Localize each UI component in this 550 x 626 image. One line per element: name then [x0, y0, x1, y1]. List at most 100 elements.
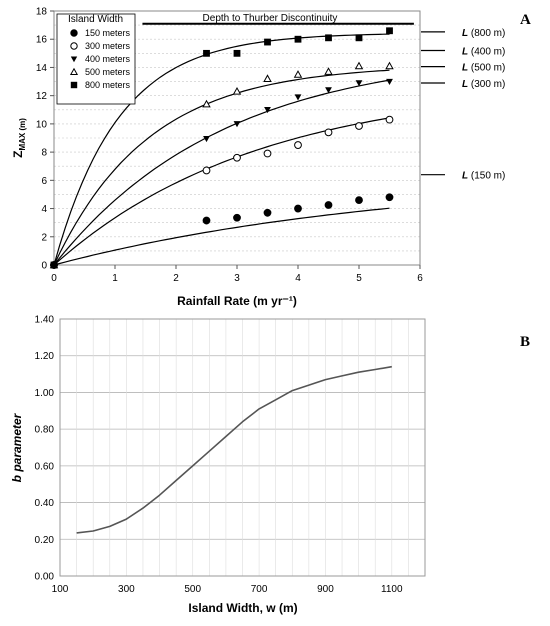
panel-b-y-tick-label: 1.00: [35, 388, 55, 399]
panel-a-data-points: [49, 27, 394, 269]
legend-marker: [70, 42, 78, 50]
panel-a-x-tick-label: 5: [356, 273, 362, 284]
panel-a-x-tick-label: 2: [173, 273, 179, 284]
fit-curve-500-meters: [53, 69, 390, 266]
limit-label-width: (500 m): [468, 63, 505, 74]
panel-b-y-tick-label: 0.40: [35, 498, 55, 509]
data-point-300-meters: [294, 141, 302, 149]
data-point-400-meters: [325, 87, 332, 94]
data-point-150-meters: [202, 216, 211, 225]
fit-curve-400-meters: [53, 79, 390, 266]
panel-a-y-tick-label: 14: [36, 63, 48, 74]
data-point-500-meters: [263, 74, 272, 82]
panel-b-plot-frame: [59, 318, 426, 577]
panel-b-y-tick-label: 0.00: [35, 572, 55, 583]
data-point-400-meters: [294, 94, 302, 101]
data-point-300-meters: [202, 166, 211, 175]
panel-a-y-tick-label: 6: [41, 176, 47, 187]
data-point-500-meters: [354, 61, 364, 70]
b-parameter-line: [76, 365, 392, 534]
panel-b-y-tick-label: 0.20: [35, 535, 55, 546]
data-point-800-meters: [233, 49, 241, 57]
data-point-500-meters: [202, 99, 211, 108]
panel-b-ticks: 100 300 500 700 900 1100 0.00 0.20 0.40 0.60 0.80 1…: [35, 315, 403, 596]
panel-b-y-tick-label: 0.60: [35, 461, 55, 472]
legend-box: [56, 13, 136, 105]
limit-label-l: L: [462, 47, 468, 58]
limit-label-l: L: [462, 79, 468, 90]
legend-label: 300 meters: [85, 41, 131, 51]
panel-a-x-tick-label: 4: [295, 273, 301, 284]
fit-curve-300-meters: [53, 117, 390, 266]
data-point-150-meters: [385, 193, 394, 202]
svg-text:ZMAX (m): ZMAX (m): [11, 118, 27, 158]
panel-b-x-axis-label: Island Width, w (m): [188, 601, 297, 615]
data-point-400-meters: [386, 78, 393, 85]
panel-a-x-tick-label: 1: [112, 273, 118, 284]
data-point-300-meters: [263, 149, 272, 158]
data-point-500-meters: [324, 67, 333, 75]
panel-a-fit-curves: [53, 33, 390, 266]
panel-a-x-tick-label: 0: [51, 273, 57, 284]
limit-marker-300-meters: L (300 m): [421, 79, 505, 90]
data-point-150-meters: [355, 196, 363, 204]
panel-a-x-tick-label: 6: [417, 273, 423, 284]
legend-label: 500 meters: [85, 67, 131, 77]
y-axis-label-z: Z: [11, 151, 25, 158]
panel-a-y-tick-label: 0: [41, 261, 47, 272]
panel-a-legend: Island Width 150 meters 300 meters 400 met…: [56, 13, 136, 105]
panel-b-y-axis-label: b parameter: [10, 412, 24, 482]
panel-b: 100 300 500 700 900 1100 0.00 0.20 0.40 0.60 0.80 1…: [10, 315, 530, 616]
legend-marker: [70, 56, 78, 63]
legend-items: 150 meters 300 meters 400 meters 500 meters…: [69, 28, 131, 90]
data-point-500-meters: [232, 87, 242, 95]
limit-label: L (150 m): [462, 171, 505, 182]
data-point-400-meters: [264, 107, 271, 114]
panel-a-y-tick-label: 8: [41, 148, 47, 159]
data-point-150-meters: [324, 201, 333, 209]
data-point-800-meters: [264, 38, 271, 46]
panel-b-x-tick-label: 300: [118, 584, 135, 595]
panel-a-y-tick-label: 12: [36, 91, 48, 102]
panel-a-y-tick-label: 16: [36, 35, 48, 46]
panel-a-y-tick-label: 18: [36, 7, 48, 18]
limit-label-width: (150 m): [468, 171, 505, 182]
panel-b-series: [76, 365, 392, 534]
legend-label: 400 meters: [85, 54, 131, 64]
data-point-500-meters: [293, 70, 303, 78]
limit-label: L (400 m): [462, 47, 505, 58]
panel-b-y-tick-label: 1.20: [35, 351, 55, 362]
data-point-400-meters: [233, 121, 241, 128]
data-point-500-meters: [385, 61, 394, 70]
panel-a-y-tick-label: 4: [41, 204, 47, 215]
data-point-400-meters: [203, 135, 210, 143]
limit-label-l: L: [462, 63, 468, 74]
legend-item-500-meters: 500 meters: [69, 67, 131, 77]
panel-a-x-axis-label: Rainfall Rate (m yr⁻¹): [177, 294, 297, 308]
legend-item-800-meters: 800 meters: [70, 80, 131, 90]
panel-b-y-tick-label: 1.40: [35, 315, 55, 326]
limit-marker-800-meters: L (800 m): [421, 28, 505, 39]
limit-label: L (800 m): [462, 28, 505, 39]
fit-curve-150-meters: [53, 207, 390, 266]
panel-b-x-tick-label: 900: [317, 584, 334, 595]
data-point-800-meters: [50, 261, 58, 269]
data-point-300-meters: [324, 128, 333, 137]
legend-marker: [70, 29, 78, 37]
data-point-800-meters: [355, 34, 363, 42]
data-point-300-meters: [233, 153, 241, 162]
panel-b-x-tick-label: 100: [52, 584, 69, 595]
data-point-150-meters: [233, 213, 241, 222]
data-point-800-meters: [203, 49, 210, 57]
panel-b-x-tick-label: 1100: [381, 584, 403, 595]
panel-a-y-axis-label: ZMAX (m): [11, 118, 27, 158]
panel-a-x-tick-label: 3: [234, 273, 240, 284]
limit-label: L (300 m): [462, 79, 505, 90]
panel-b-label: B: [520, 334, 530, 350]
panel-b-grid: [60, 319, 425, 576]
legend-item-300-meters: 300 meters: [70, 41, 131, 51]
panel-a-label: A: [520, 12, 531, 28]
panel-b-x-tick-label: 700: [251, 584, 268, 595]
data-point-400-meters: [355, 80, 363, 87]
